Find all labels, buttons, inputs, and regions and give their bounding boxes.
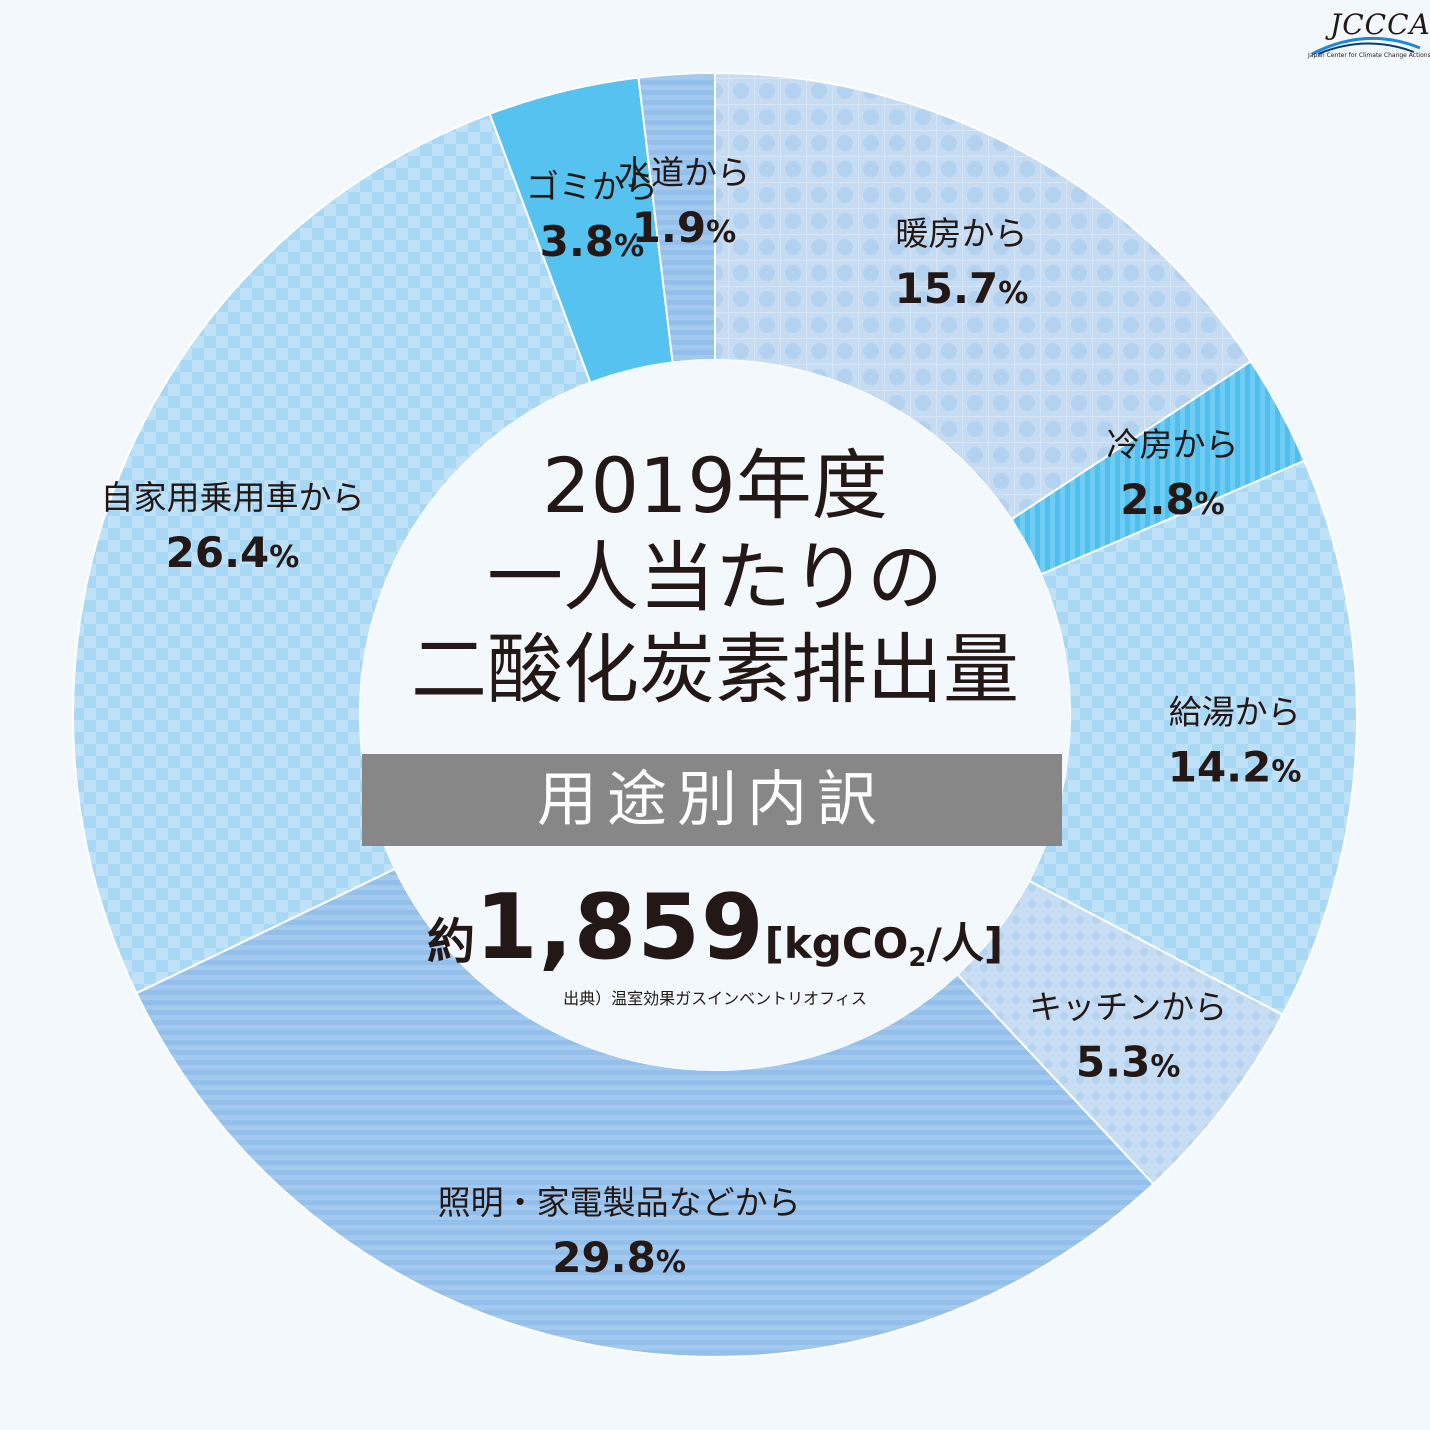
total-emission: 約1,859[kgCO2/人] [365, 875, 1065, 980]
slice-label-3: キッチンから [1029, 988, 1227, 1027]
logo-mark: JCCCA [1330, 8, 1430, 41]
chart-title-line-2: 一人当たりの [487, 533, 943, 622]
total-unit-post: /人] [926, 919, 1004, 968]
slice-value-3: 5.3% [1076, 1038, 1180, 1087]
total-unit-pre: [kgCO [764, 919, 909, 968]
slice-value-2: 14.2% [1168, 742, 1302, 791]
slice-value-5: 26.4% [166, 528, 300, 577]
slice-value-6: 3.8% [540, 217, 644, 266]
slice-label-0: 暖房から [895, 214, 1027, 253]
chart-title-line-3: 二酸化炭素排出量 [411, 625, 1019, 714]
chart-title-line-1: 2019年度 [542, 441, 888, 530]
logo-subtitle: Japan Center for Climate Change Actions [1308, 52, 1430, 59]
slice-value-4: 29.8% [552, 1233, 686, 1282]
slice-label-4: 照明・家電製品などから [438, 1183, 801, 1222]
slice-label-5: 自家用乗用車から [100, 478, 364, 517]
slice-value-1: 2.8% [1120, 475, 1224, 524]
slice-label-6: ゴミから [526, 167, 658, 206]
total-unit: [kgCO2/人] [764, 919, 1004, 973]
slice-label-1: 冷房から [1107, 425, 1239, 464]
logo-arc-icon [1311, 36, 1421, 56]
total-value: 1,859 [474, 875, 765, 980]
slice-label-2: 給湯から [1169, 692, 1301, 731]
jccca-logo: JCCCA Japan Center for Climate Change Ac… [1308, 8, 1430, 64]
slice-value-7: 1.9% [632, 203, 736, 252]
source-note: 出典）温室効果ガスインベントリオフィス [563, 989, 867, 1008]
donut-hole [360, 360, 1070, 1070]
total-prefix: 約 [426, 914, 475, 970]
total-unit-sub: 2 [908, 943, 927, 973]
slice-label-7: 水道から [618, 153, 750, 192]
chart-subtitle: 用途別内訳 [362, 754, 1062, 846]
slice-value-0: 15.7% [895, 264, 1029, 313]
